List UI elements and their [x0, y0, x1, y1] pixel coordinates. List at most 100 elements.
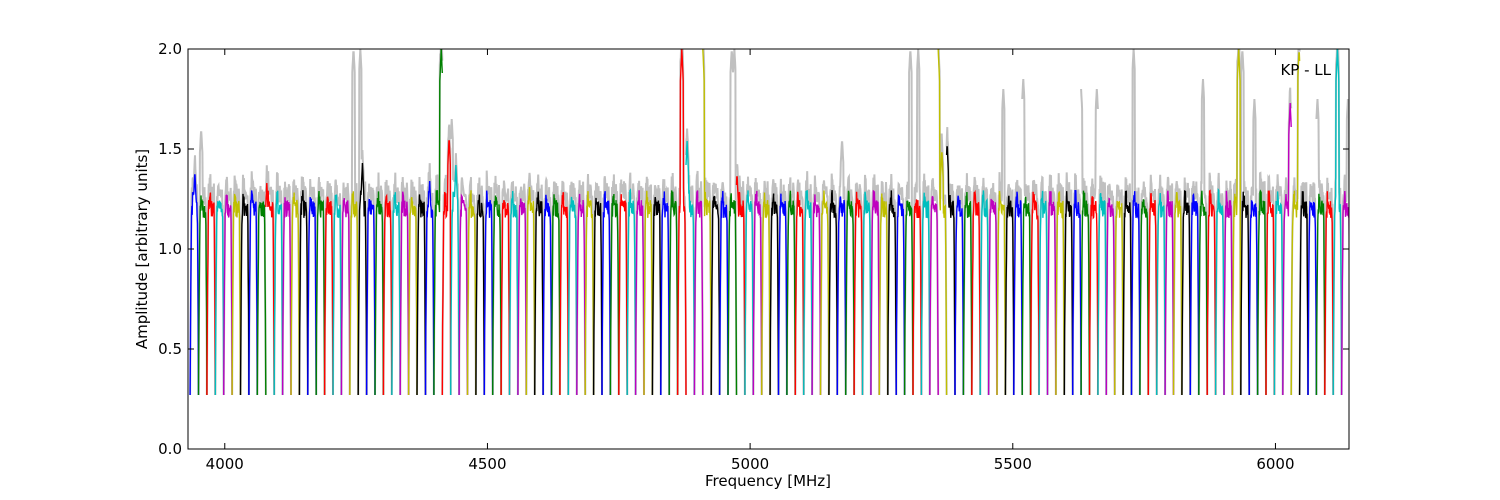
channel-line — [634, 190, 645, 396]
channel-line — [1290, 52, 1301, 396]
channel-line — [365, 198, 376, 396]
channel-line — [1282, 102, 1292, 396]
channel-line — [1198, 190, 1208, 396]
channel-line — [1231, 49, 1242, 396]
channel-line — [517, 198, 527, 396]
channel-line — [550, 194, 561, 396]
channel-line — [601, 191, 612, 396]
channel-line — [660, 191, 670, 396]
channel-line — [508, 190, 519, 396]
background-trace — [550, 181, 561, 396]
channel-line — [332, 194, 343, 396]
background-trace — [643, 176, 654, 396]
background-trace — [231, 175, 242, 396]
channel-line — [483, 190, 494, 396]
channel-line — [1298, 191, 1309, 396]
channel-line — [1004, 195, 1015, 396]
channel-line — [676, 49, 687, 396]
channel-line — [248, 190, 258, 396]
channel-line — [307, 197, 317, 396]
axis-ticks: 4000 4500 5000 5500 6000 0.0 0.5 1.0 1.5 2.0 — [158, 40, 1349, 473]
channel-line — [1164, 190, 1175, 396]
channel-line — [929, 195, 939, 396]
channel-line — [1122, 190, 1133, 396]
channel-line — [1113, 200, 1124, 396]
channel-line — [1315, 193, 1326, 396]
channel-line — [239, 193, 250, 396]
channel-line — [298, 190, 309, 396]
channel-line — [1021, 196, 1032, 396]
channel-line — [626, 188, 637, 396]
channel-line — [920, 192, 931, 396]
background-trace — [365, 183, 376, 396]
channel-line — [651, 197, 662, 396]
channel-line — [1248, 200, 1259, 396]
channel-line — [1130, 191, 1141, 396]
channel-line — [441, 140, 452, 396]
channel-line — [349, 191, 359, 396]
channel-line — [1088, 196, 1099, 396]
channel-line — [1265, 190, 1276, 396]
channel-line — [584, 191, 595, 396]
channel-line — [1063, 191, 1074, 396]
channel-line — [744, 190, 754, 396]
channel-line — [399, 191, 410, 396]
background-trace — [432, 49, 444, 396]
channel-line — [1013, 191, 1023, 396]
channel-line — [273, 190, 284, 396]
channel-line — [979, 190, 990, 396]
background-trace — [861, 174, 872, 396]
background-trace — [189, 155, 200, 396]
background-trace — [1105, 183, 1116, 396]
channel-line — [567, 196, 578, 396]
channel-line — [786, 190, 796, 396]
channel-line — [1172, 191, 1183, 396]
channel-line — [256, 201, 267, 396]
channel-line — [702, 49, 712, 396]
channel-line — [752, 190, 763, 396]
channel-line — [1273, 191, 1284, 396]
channel-line — [290, 192, 301, 396]
channel-line — [609, 193, 620, 396]
channel-line — [887, 190, 897, 396]
background-trace — [197, 131, 208, 396]
channel-line — [542, 194, 553, 396]
background-trace — [895, 181, 906, 396]
channel-line — [1155, 192, 1166, 396]
channel-line — [206, 192, 216, 396]
channel-line — [1214, 187, 1225, 396]
y-axis-label: Amplitude [arbitrary units] — [133, 149, 151, 349]
channel-line — [1223, 190, 1234, 396]
channel-line — [836, 196, 847, 396]
channel-line — [996, 190, 1007, 396]
channel-line — [433, 49, 443, 396]
x-tick-label: 4500 — [468, 455, 506, 473]
channel-line — [861, 191, 872, 396]
channel-line — [903, 200, 914, 396]
background-trace — [903, 51, 914, 396]
channel-line — [727, 193, 738, 396]
channel-line — [710, 195, 721, 396]
y-tick-label: 1.5 — [158, 140, 182, 158]
background-trace — [1113, 184, 1125, 396]
background-trace — [1130, 49, 1141, 396]
x-tick-label: 5500 — [994, 455, 1032, 473]
channel-line — [962, 191, 973, 396]
channel-line — [450, 164, 460, 396]
channel-line — [954, 195, 965, 396]
channel-line — [685, 140, 696, 396]
x-tick-label: 6000 — [1256, 455, 1294, 473]
background-trace — [987, 182, 998, 396]
background-trace — [458, 177, 469, 396]
background-trace — [819, 180, 830, 396]
channel-line — [945, 146, 956, 396]
channel-line — [845, 190, 855, 396]
channel-line — [618, 194, 628, 396]
y-tick-label: 0.0 — [158, 440, 182, 458]
channel-line — [1046, 191, 1057, 396]
y-tick-label: 1.0 — [158, 240, 182, 258]
channel-line — [357, 162, 368, 396]
background-trace — [357, 49, 368, 396]
channel-line — [1080, 190, 1091, 396]
channel-line — [1307, 200, 1318, 396]
